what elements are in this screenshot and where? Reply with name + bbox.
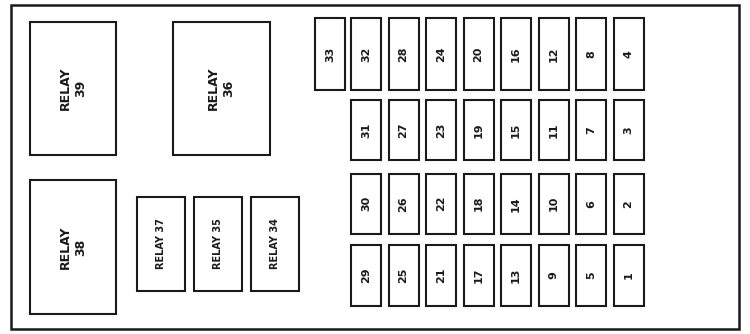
Text: 15: 15 <box>511 123 521 138</box>
Bar <box>538 174 568 234</box>
Bar <box>501 245 531 306</box>
Text: 20: 20 <box>473 46 484 62</box>
Text: 7: 7 <box>586 126 596 134</box>
Text: 19: 19 <box>473 123 484 138</box>
Text: 17: 17 <box>473 268 484 283</box>
Text: RELAY 34: RELAY 34 <box>270 218 280 269</box>
Text: 33: 33 <box>325 47 335 62</box>
Text: RELAY
38: RELAY 38 <box>59 225 87 269</box>
Text: 2: 2 <box>623 200 634 208</box>
Text: 31: 31 <box>361 123 371 138</box>
Text: 4: 4 <box>623 50 634 58</box>
Bar <box>464 245 494 306</box>
Text: 3: 3 <box>623 127 634 134</box>
Text: RELAY 37: RELAY 37 <box>156 218 166 269</box>
Bar <box>172 22 270 155</box>
Bar <box>614 174 644 234</box>
Bar <box>315 18 345 90</box>
Bar <box>388 18 418 90</box>
Text: 22: 22 <box>436 196 446 211</box>
Bar <box>576 245 606 306</box>
Bar <box>614 245 644 306</box>
Bar <box>614 100 644 160</box>
Text: 16: 16 <box>511 46 521 62</box>
Bar <box>538 18 568 90</box>
Bar <box>194 197 242 291</box>
Bar <box>251 197 299 291</box>
Bar <box>388 245 418 306</box>
Bar <box>30 22 116 155</box>
Bar <box>538 245 568 306</box>
Text: RELAY
36: RELAY 36 <box>207 67 236 110</box>
Bar <box>388 100 418 160</box>
Bar <box>538 100 568 160</box>
Text: RELAY 35: RELAY 35 <box>213 218 223 269</box>
Text: 23: 23 <box>436 123 446 138</box>
Bar <box>351 18 381 90</box>
Text: 28: 28 <box>398 46 409 62</box>
Bar <box>464 174 494 234</box>
Text: 1: 1 <box>623 272 634 280</box>
Bar <box>576 18 606 90</box>
Bar <box>501 174 531 234</box>
Bar <box>351 245 381 306</box>
Bar <box>576 174 606 234</box>
Text: 24: 24 <box>436 46 446 62</box>
Bar <box>388 174 418 234</box>
Bar <box>501 18 531 90</box>
Bar <box>426 174 456 234</box>
Bar <box>351 174 381 234</box>
Text: 27: 27 <box>398 123 409 138</box>
Bar <box>426 18 456 90</box>
Bar <box>136 197 185 291</box>
Text: 25: 25 <box>398 268 409 283</box>
Bar <box>576 100 606 160</box>
Text: 14: 14 <box>511 196 521 211</box>
Text: 29: 29 <box>361 268 371 283</box>
Text: 13: 13 <box>511 268 521 283</box>
Text: 6: 6 <box>586 200 596 208</box>
Text: 12: 12 <box>548 46 559 62</box>
Text: 32: 32 <box>361 46 371 62</box>
Bar <box>351 100 381 160</box>
Text: 8: 8 <box>586 50 596 58</box>
Text: 26: 26 <box>398 196 409 211</box>
Bar <box>464 18 494 90</box>
Text: 18: 18 <box>473 196 484 211</box>
Bar <box>30 180 116 314</box>
Bar <box>426 245 456 306</box>
Bar <box>464 100 494 160</box>
Bar <box>501 100 531 160</box>
Bar <box>614 18 644 90</box>
Text: 21: 21 <box>436 268 446 283</box>
Text: 5: 5 <box>586 272 596 279</box>
Text: 9: 9 <box>548 272 559 280</box>
Text: 10: 10 <box>548 196 559 211</box>
Text: 11: 11 <box>548 123 559 138</box>
Text: 30: 30 <box>361 196 371 211</box>
Text: RELAY
39: RELAY 39 <box>59 67 87 110</box>
Bar <box>426 100 456 160</box>
